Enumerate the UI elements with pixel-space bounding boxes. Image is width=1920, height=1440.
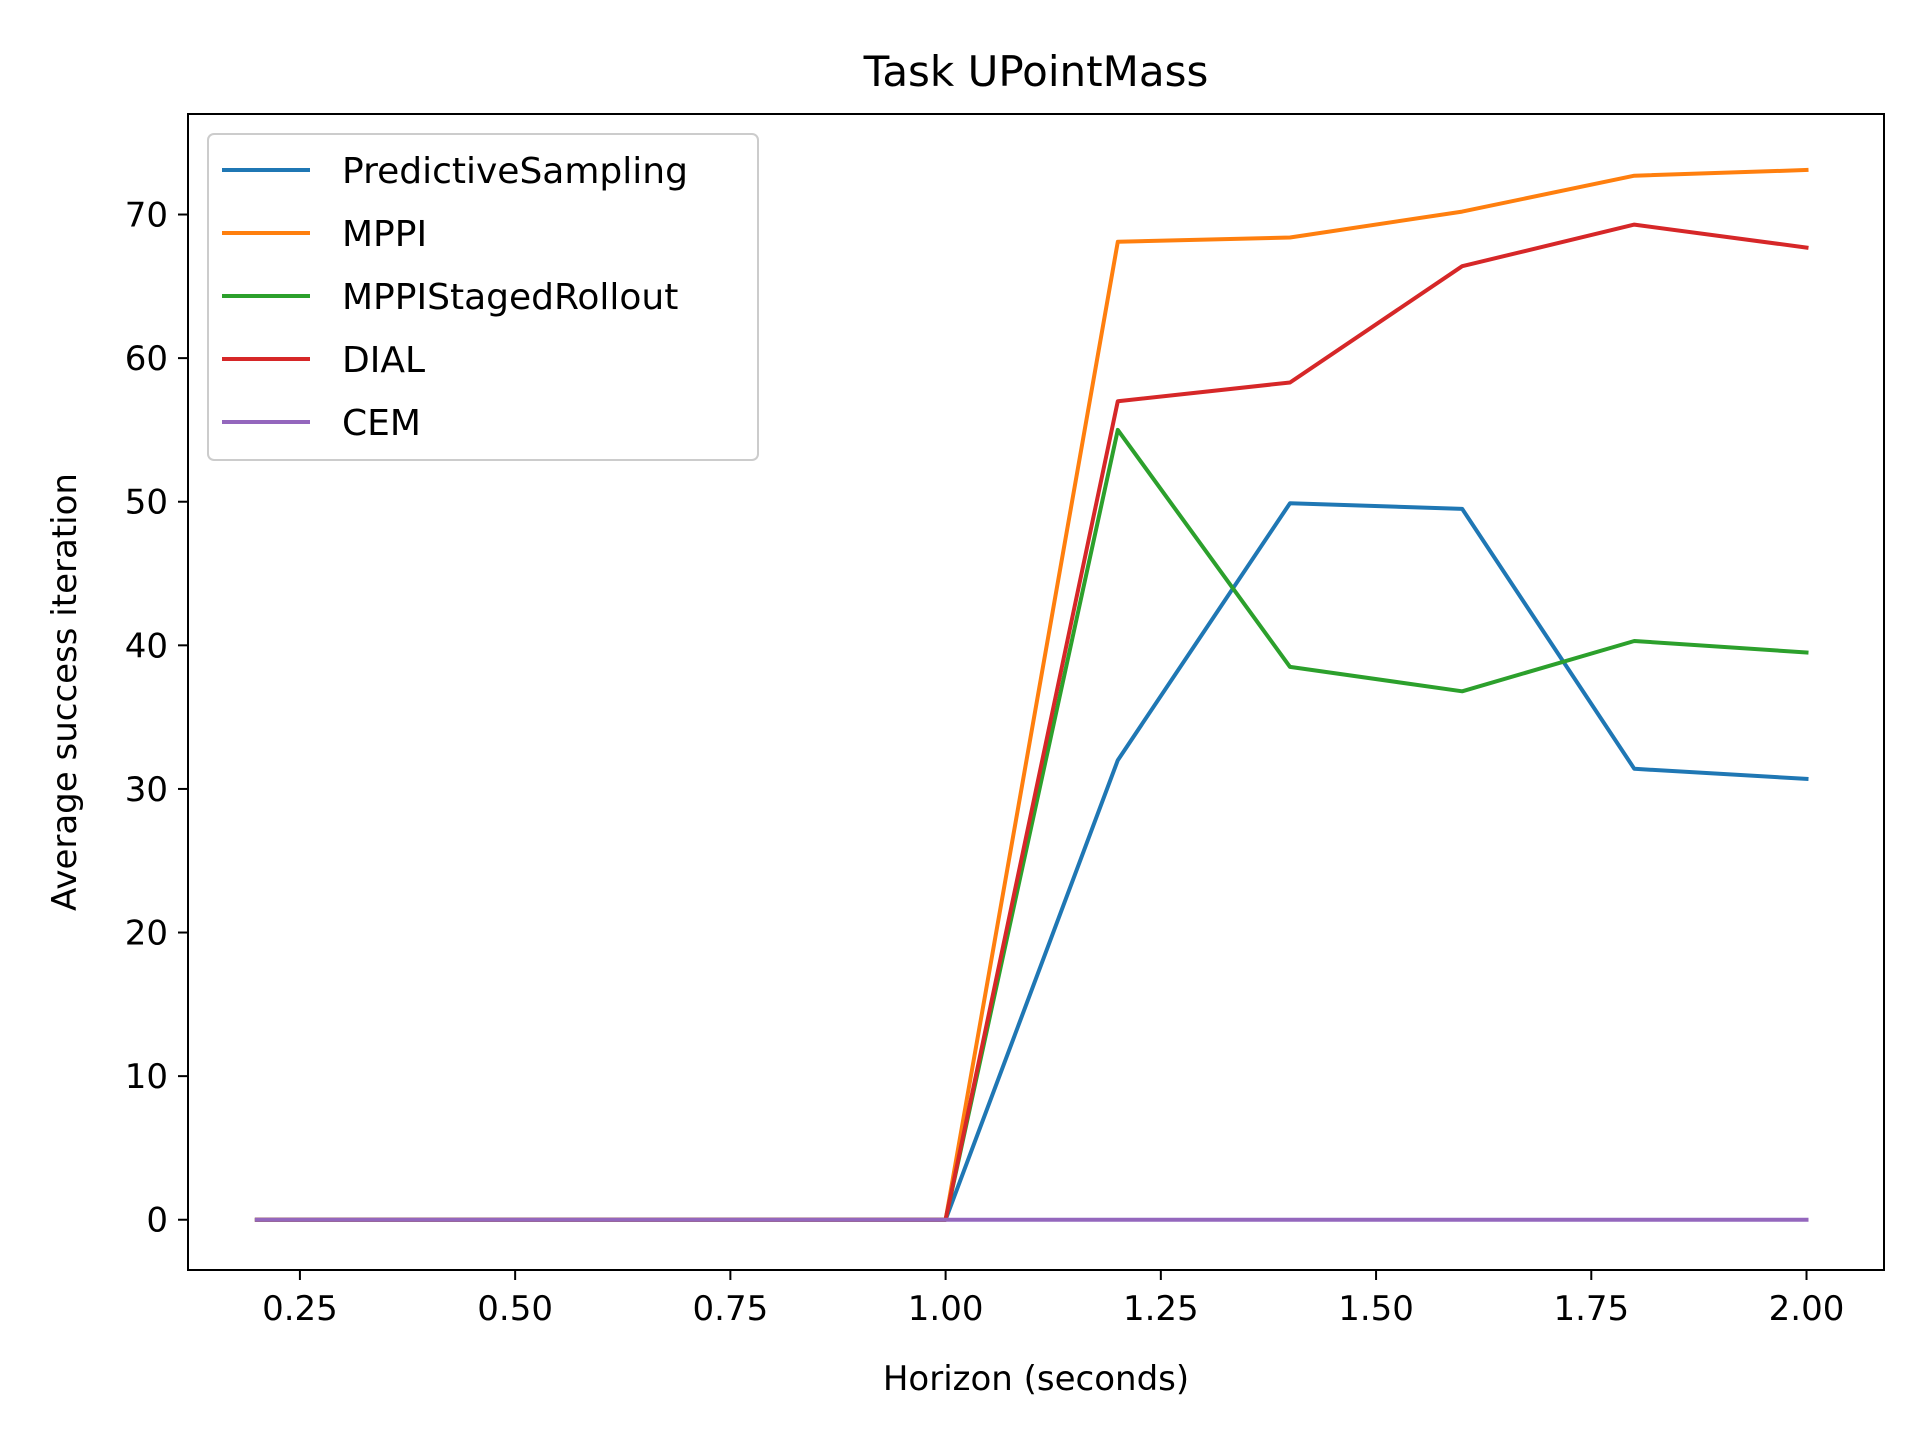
chart-title: Task UPointMass: [863, 47, 1209, 96]
legend-label: MPPIStagedRollout: [342, 277, 678, 318]
y-axis-ticks: 0 10 20 30 40 50 60 70: [125, 196, 188, 1241]
x-axis-ticks: 0.25 0.50 0.75 1.00 1.25 1.50 1.75 2.00: [262, 1270, 1844, 1329]
x-tick-label: 0.25: [262, 1289, 338, 1329]
x-tick-label: 0.75: [693, 1289, 769, 1329]
legend-items: PredictiveSampling MPPI MPPIStagedRollout D…: [222, 151, 688, 444]
legend-label: DIAL: [342, 340, 425, 381]
x-tick-label: 1.75: [1553, 1289, 1629, 1329]
legend-label: MPPI: [342, 214, 427, 255]
y-tick-label: 70: [125, 196, 168, 236]
legend: PredictiveSampling MPPI MPPIStagedRollout D…: [207, 133, 759, 461]
y-tick-label: 60: [125, 339, 168, 379]
y-tick-label: 0: [146, 1201, 168, 1241]
y-tick-label: 10: [125, 1057, 168, 1097]
x-axis-label: Horizon (seconds): [883, 1359, 1189, 1399]
y-tick-label: 50: [125, 483, 168, 523]
x-tick-label: 2.00: [1769, 1289, 1845, 1329]
legend-box: [207, 133, 759, 461]
series-layer: [254, 167, 1809, 1222]
y-axis-label: Average success iteration: [45, 473, 85, 911]
x-tick-label: 1.50: [1338, 1289, 1414, 1329]
plot-frame: [187, 113, 1885, 1271]
y-tick-label: 30: [125, 770, 168, 810]
x-tick-label: 1.25: [1123, 1289, 1199, 1329]
legend-label: CEM: [342, 403, 421, 444]
x-tick-label: 0.50: [477, 1289, 553, 1329]
y-tick-label: 40: [125, 626, 168, 666]
y-tick-label: 20: [125, 914, 168, 954]
x-tick-label: 1.00: [908, 1289, 984, 1329]
legend-label: PredictiveSampling: [342, 151, 688, 192]
